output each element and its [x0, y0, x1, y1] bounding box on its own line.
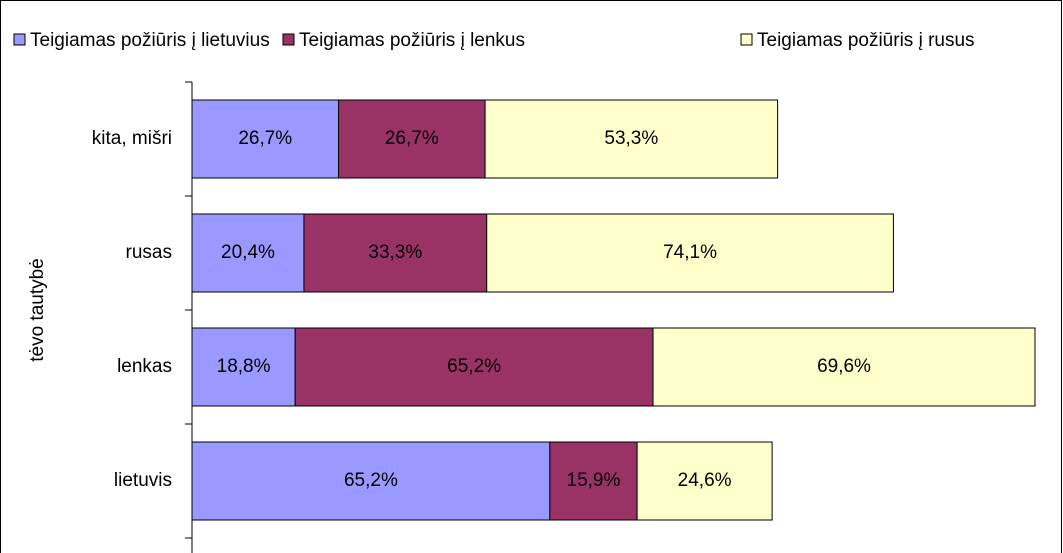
bar-segment [484, 99, 779, 179]
bar-segment [303, 213, 488, 293]
legend-swatch [740, 33, 753, 46]
bar-segment [338, 99, 486, 179]
value-label: 26,7% [238, 128, 292, 149]
bar-segment [549, 441, 638, 521]
bar-segment [191, 213, 305, 293]
legend-label: Teigiamas požiūris į rusus [757, 30, 975, 51]
legend-swatch [13, 33, 26, 46]
bar-segment [191, 327, 296, 407]
y-tick-label: kita, mišri [92, 128, 172, 149]
value-label: 74,1% [663, 242, 717, 263]
bar-segment [636, 441, 773, 521]
value-label: 24,6% [678, 470, 732, 491]
y-tick-label: rusas [126, 242, 172, 263]
bar-segment [652, 327, 1036, 407]
y-tick-label: lenkas [117, 356, 172, 377]
value-label: 26,7% [385, 128, 439, 149]
value-label: 69,6% [817, 356, 871, 377]
value-label: 65,2% [447, 356, 501, 377]
legend-label: Teigiamas požiūris į lenkus [299, 30, 525, 51]
y-axis-label: tėvo tautybė [27, 258, 48, 362]
value-label: 53,3% [604, 128, 658, 149]
value-label: 65,2% [344, 470, 398, 491]
bar-segment [294, 327, 654, 407]
bar-segment [486, 213, 894, 293]
legend-swatch [282, 33, 295, 46]
legend-label: Teigiamas požiūris į lietuvius [30, 30, 270, 51]
bar-segment [191, 441, 551, 521]
value-label: 20,4% [221, 242, 275, 263]
y-tick-label: lietuvis [114, 470, 172, 491]
value-label: 15,9% [567, 470, 621, 491]
value-label: 18,8% [217, 356, 271, 377]
value-label: 33,3% [368, 242, 422, 263]
